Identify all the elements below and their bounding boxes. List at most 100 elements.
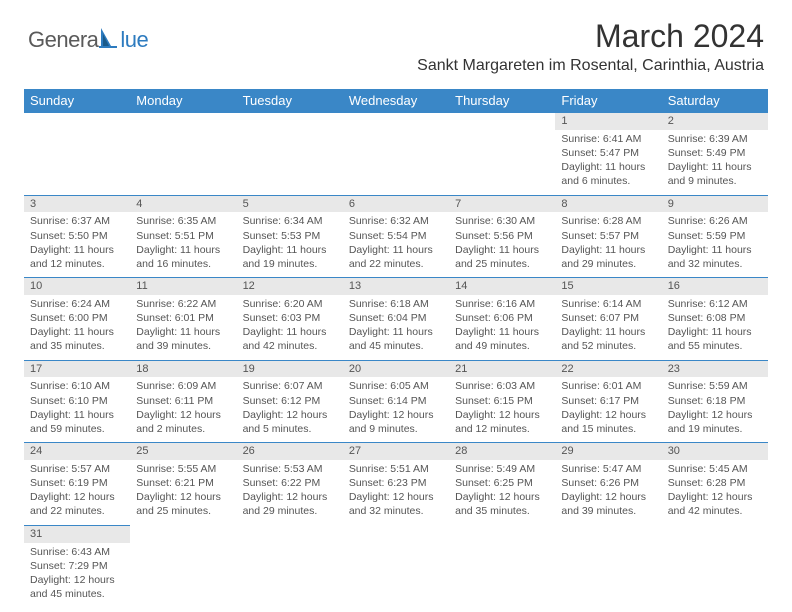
daylight-text: and 35 minutes.	[455, 504, 549, 518]
daynum-row: 31	[24, 525, 768, 542]
sunrise-text: Sunrise: 5:57 AM	[30, 462, 124, 476]
logo: Genera lue	[28, 26, 148, 53]
sunrise-text: Sunrise: 6:07 AM	[243, 379, 337, 393]
day-content-cell: Sunrise: 6:37 AMSunset: 5:50 PMDaylight:…	[24, 212, 130, 277]
daylight-text: Daylight: 11 hours	[243, 325, 337, 339]
day-content-cell: Sunrise: 6:05 AMSunset: 6:14 PMDaylight:…	[343, 377, 449, 442]
sunrise-text: Sunrise: 6:20 AM	[243, 297, 337, 311]
weekday-header: Tuesday	[237, 89, 343, 113]
sunset-text: Sunset: 6:21 PM	[136, 476, 230, 490]
day-content-cell: Sunrise: 6:41 AMSunset: 5:47 PMDaylight:…	[555, 130, 661, 195]
month-title: March 2024	[417, 18, 764, 55]
sunset-text: Sunset: 6:18 PM	[668, 394, 762, 408]
day-number-cell: 19	[237, 360, 343, 377]
sunset-text: Sunset: 5:51 PM	[136, 229, 230, 243]
daylight-text: and 25 minutes.	[455, 257, 549, 271]
content-row: Sunrise: 6:24 AMSunset: 6:00 PM Daylight:…	[24, 295, 768, 360]
day-number-cell: 24	[24, 443, 130, 460]
weekday-header: Thursday	[449, 89, 555, 113]
sunset-text: Sunset: 6:23 PM	[349, 476, 443, 490]
sunrise-text: Sunrise: 6:03 AM	[455, 379, 549, 393]
daylight-text: and 32 minutes.	[668, 257, 762, 271]
sunset-text: Sunset: 6:00 PM	[30, 311, 124, 325]
daylight-text: Daylight: 11 hours	[455, 243, 549, 257]
sunset-text: Sunset: 6:26 PM	[561, 476, 655, 490]
sunset-text: Sunset: 6:08 PM	[668, 311, 762, 325]
sunrise-text: Sunrise: 6:43 AM	[30, 545, 124, 559]
weekday-header: Sunday	[24, 89, 130, 113]
day-content-cell: Sunrise: 5:55 AMSunset: 6:21 PMDaylight:…	[130, 460, 236, 525]
sunset-text: Sunset: 6:06 PM	[455, 311, 549, 325]
day-number-cell: 25	[130, 443, 236, 460]
sunrise-text: Sunrise: 6:37 AM	[30, 214, 124, 228]
day-number-cell: 28	[449, 443, 555, 460]
day-content-cell: Sunrise: 5:51 AMSunset: 6:23 PMDaylight:…	[343, 460, 449, 525]
sunrise-text: Sunrise: 6:24 AM	[30, 297, 124, 311]
sunrise-text: Sunrise: 6:16 AM	[455, 297, 549, 311]
daylight-text: and 55 minutes.	[668, 339, 762, 353]
daynum-row: 10111213141516	[24, 278, 768, 295]
day-content-cell: Sunrise: 6:20 AMSunset: 6:03 PMDaylight:…	[237, 295, 343, 360]
day-content-cell: Sunrise: 6:18 AMSunset: 6:04 PMDaylight:…	[343, 295, 449, 360]
day-number-cell: 31	[24, 525, 130, 542]
day-number-cell	[449, 113, 555, 130]
daylight-text: and 9 minutes.	[349, 422, 443, 436]
daylight-text: Daylight: 11 hours	[349, 325, 443, 339]
day-content-cell: Sunrise: 6:32 AMSunset: 5:54 PMDaylight:…	[343, 212, 449, 277]
content-row: Sunrise: 6:41 AMSunset: 5:47 PMDaylight:…	[24, 130, 768, 195]
day-number-cell: 20	[343, 360, 449, 377]
day-number-cell: 17	[24, 360, 130, 377]
daylight-text: and 29 minutes.	[561, 257, 655, 271]
daylight-text: Daylight: 12 hours	[455, 490, 549, 504]
daylight-text: and 32 minutes.	[349, 504, 443, 518]
weekday-header-row: SundayMondayTuesdayWednesdayThursdayFrid…	[24, 89, 768, 113]
day-number-cell	[237, 525, 343, 542]
daylight-text: and 49 minutes.	[455, 339, 549, 353]
sunset-text: Sunset: 7:29 PM	[30, 559, 124, 573]
day-number-cell: 10	[24, 278, 130, 295]
day-content-cell: Sunrise: 5:59 AMSunset: 6:18 PMDaylight:…	[662, 377, 768, 442]
daylight-text: Daylight: 12 hours	[455, 408, 549, 422]
daylight-text: Daylight: 12 hours	[136, 408, 230, 422]
daylight-text: Daylight: 12 hours	[30, 490, 124, 504]
daylight-text: Daylight: 12 hours	[243, 490, 337, 504]
day-number-cell: 15	[555, 278, 661, 295]
sunset-text: Sunset: 5:57 PM	[561, 229, 655, 243]
day-content-cell: Sunrise: 5:45 AMSunset: 6:28 PMDaylight:…	[662, 460, 768, 525]
daylight-text: Daylight: 12 hours	[561, 490, 655, 504]
daylight-text: and 45 minutes.	[349, 339, 443, 353]
day-content-cell: Sunrise: 6:39 AMSunset: 5:49 PMDaylight:…	[662, 130, 768, 195]
sunset-text: Sunset: 6:22 PM	[243, 476, 337, 490]
logo-text-part2: lue	[120, 27, 148, 53]
sunset-text: Sunset: 5:49 PM	[668, 146, 762, 160]
sunset-text: Sunset: 6:28 PM	[668, 476, 762, 490]
day-content-cell	[449, 543, 555, 608]
sunrise-text: Sunrise: 5:55 AM	[136, 462, 230, 476]
daylight-text: and 29 minutes.	[243, 504, 337, 518]
daylight-text: Daylight: 11 hours	[243, 243, 337, 257]
content-row: Sunrise: 6:43 AMSunset: 7:29 PMDaylight:…	[24, 543, 768, 608]
daylight-text: and 45 minutes.	[30, 587, 124, 601]
sunset-text: Sunset: 6:14 PM	[349, 394, 443, 408]
daylight-text: and 19 minutes.	[668, 422, 762, 436]
day-content-cell	[343, 543, 449, 608]
day-content-cell	[662, 543, 768, 608]
sunset-text: Sunset: 6:01 PM	[136, 311, 230, 325]
day-number-cell: 16	[662, 278, 768, 295]
day-number-cell: 9	[662, 195, 768, 212]
sunset-text: Sunset: 6:19 PM	[30, 476, 124, 490]
day-number-cell: 13	[343, 278, 449, 295]
sunrise-text: Sunrise: 5:59 AM	[668, 379, 762, 393]
day-number-cell: 26	[237, 443, 343, 460]
day-number-cell: 14	[449, 278, 555, 295]
daylight-text: and 12 minutes.	[455, 422, 549, 436]
sunset-text: Sunset: 6:10 PM	[30, 394, 124, 408]
daylight-text: Daylight: 11 hours	[136, 243, 230, 257]
content-row: Sunrise: 5:57 AMSunset: 6:19 PMDaylight:…	[24, 460, 768, 525]
daylight-text: Daylight: 12 hours	[243, 408, 337, 422]
day-content-cell: Sunrise: 6:07 AMSunset: 6:12 PMDaylight:…	[237, 377, 343, 442]
sunset-text: Sunset: 6:15 PM	[455, 394, 549, 408]
day-content-cell	[343, 130, 449, 195]
day-content-cell: Sunrise: 6:34 AMSunset: 5:53 PMDaylight:…	[237, 212, 343, 277]
sunrise-text: Sunrise: 5:51 AM	[349, 462, 443, 476]
